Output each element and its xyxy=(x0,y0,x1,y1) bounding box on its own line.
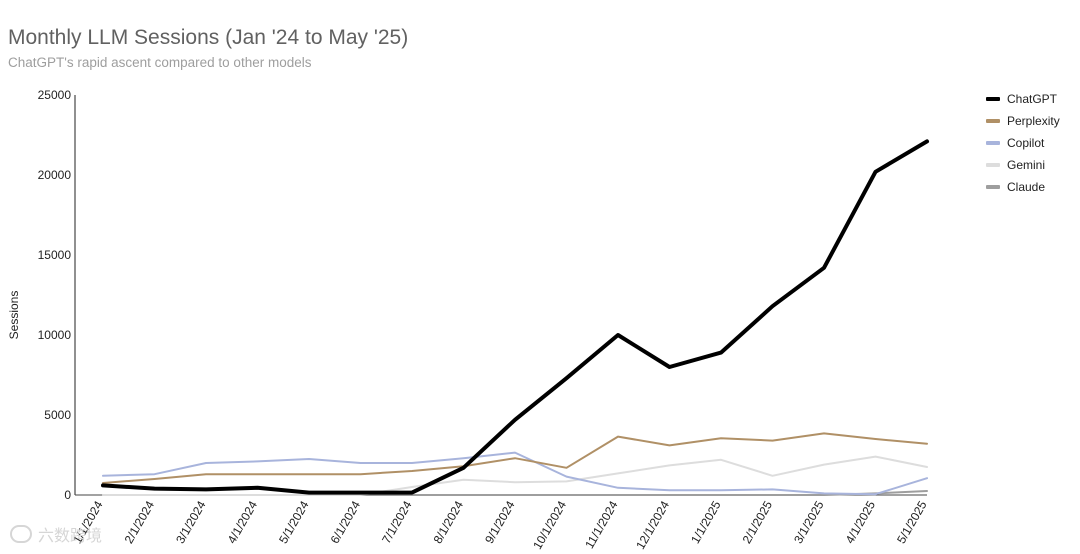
legend-item-claude: Claude xyxy=(986,176,1060,198)
x-tick-label: 5/1/2024 xyxy=(276,498,312,546)
legend: ChatGPT Perplexity Copilot Gemini Claude xyxy=(986,88,1060,198)
legend-swatch xyxy=(986,97,1000,101)
x-tick-label: 11/1/2024 xyxy=(582,498,621,551)
legend-label: Perplexity xyxy=(1007,114,1060,128)
legend-swatch xyxy=(986,185,1000,189)
legend-item-perplexity: Perplexity xyxy=(986,110,1060,132)
x-tick-label: 4/1/2024 xyxy=(225,498,261,546)
legend-item-copilot: Copilot xyxy=(986,132,1060,154)
y-tick-label: 5000 xyxy=(44,408,71,422)
y-tick-label: 0 xyxy=(64,488,71,502)
x-tick-label: 9/1/2024 xyxy=(482,498,518,546)
legend-label: Copilot xyxy=(1007,136,1045,150)
y-tick-label: 15000 xyxy=(38,248,72,262)
series-line-chatgpt xyxy=(101,139,929,495)
series-line-copilot xyxy=(102,451,928,496)
series-line-gemini xyxy=(102,455,928,496)
x-tick-label: 5/1/2025 xyxy=(894,498,930,546)
legend-item-gemini: Gemini xyxy=(986,154,1060,176)
x-tick-label: 1/1/2025 xyxy=(688,498,724,546)
y-tick-label: 10000 xyxy=(38,328,72,342)
legend-item-chatgpt: ChatGPT xyxy=(986,88,1060,110)
watermark: 六数跨境 xyxy=(10,522,102,546)
x-tick-label: 7/1/2024 xyxy=(379,498,415,546)
series-line-perplexity xyxy=(102,432,928,484)
chart-title: Monthly LLM Sessions (Jan '24 to May '25… xyxy=(8,26,409,49)
chart-subtitle: ChatGPT's rapid ascent compared to other… xyxy=(8,55,312,70)
x-tick-label: 3/1/2024 xyxy=(173,498,209,546)
watermark-logo-icon xyxy=(10,525,32,543)
x-tick-label: 3/1/2025 xyxy=(791,498,827,546)
x-tick-label: 6/1/2024 xyxy=(328,498,364,546)
legend-swatch xyxy=(986,119,1000,123)
x-tick-label: 4/1/2025 xyxy=(843,498,879,546)
x-tick-label: 8/1/2024 xyxy=(431,498,467,546)
x-tick-label: 2/1/2024 xyxy=(122,498,158,546)
legend-label: Gemini xyxy=(1007,158,1046,172)
legend-swatch xyxy=(986,141,1000,145)
legend-label: Claude xyxy=(1007,180,1046,194)
x-tick-label: 10/1/2024 xyxy=(530,498,569,552)
y-tick-label: 20000 xyxy=(38,168,72,182)
watermark-text: 六数跨境 xyxy=(38,528,103,545)
x-tick-label: 12/1/2024 xyxy=(633,498,672,552)
legend-label: ChatGPT xyxy=(1007,92,1058,106)
y-tick-label: 25000 xyxy=(38,88,72,102)
legend-swatch xyxy=(986,163,1000,167)
x-tick-label: 2/1/2025 xyxy=(740,498,776,546)
